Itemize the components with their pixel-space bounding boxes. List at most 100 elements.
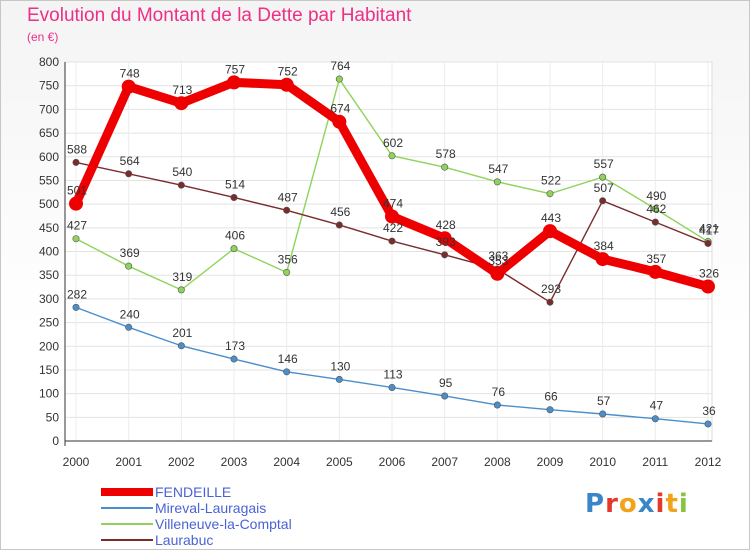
legend-label: FENDEILLE bbox=[155, 484, 232, 500]
data-label: 95 bbox=[439, 376, 453, 390]
data-point bbox=[230, 355, 238, 363]
data-label: 514 bbox=[225, 177, 245, 191]
data-point bbox=[72, 158, 80, 166]
y-tick-label: 450 bbox=[39, 221, 59, 235]
x-tick-label: 2003 bbox=[221, 455, 248, 469]
y-tick-label: 150 bbox=[39, 363, 59, 377]
data-point bbox=[490, 266, 505, 281]
data-point bbox=[704, 239, 712, 247]
data-label: 557 bbox=[594, 157, 614, 171]
logo-letter: r bbox=[605, 489, 619, 519]
data-point bbox=[177, 286, 185, 294]
data-label: 363 bbox=[488, 249, 508, 263]
legend-swatch bbox=[101, 488, 153, 496]
data-label: 764 bbox=[330, 59, 350, 73]
data-point bbox=[493, 401, 501, 409]
data-point bbox=[125, 262, 133, 270]
data-point bbox=[125, 170, 133, 178]
legend-swatch bbox=[101, 523, 153, 525]
data-label: 547 bbox=[488, 162, 508, 176]
x-tick-label: 2009 bbox=[537, 455, 564, 469]
data-point bbox=[385, 209, 399, 224]
y-tick-label: 750 bbox=[39, 79, 59, 93]
y-tick-label: 50 bbox=[46, 410, 60, 424]
x-tick-label: 2004 bbox=[273, 455, 300, 469]
data-label: 462 bbox=[646, 202, 666, 216]
data-point bbox=[125, 323, 133, 331]
y-tick-label: 700 bbox=[39, 102, 59, 116]
chart-subtitle: (en €) bbox=[27, 30, 59, 44]
data-label: 752 bbox=[278, 65, 298, 79]
data-label: 507 bbox=[594, 181, 614, 195]
data-point bbox=[121, 79, 136, 94]
data-point bbox=[437, 231, 452, 246]
logo-letter: t bbox=[665, 489, 679, 519]
data-point bbox=[651, 205, 659, 213]
chart-title: Evolution du Montant de la Dette par Hab… bbox=[27, 5, 412, 26]
x-tick-label: 2008 bbox=[484, 455, 511, 469]
data-label: 201 bbox=[172, 326, 192, 340]
y-tick-label: 0 bbox=[52, 434, 59, 448]
data-label: 578 bbox=[436, 147, 456, 161]
data-point bbox=[72, 235, 80, 243]
x-tick-label: 2006 bbox=[379, 455, 406, 469]
data-label: 602 bbox=[383, 136, 403, 150]
data-label: 713 bbox=[172, 83, 192, 97]
x-tick-label: 2001 bbox=[115, 455, 142, 469]
data-point bbox=[599, 197, 607, 205]
data-label: 173 bbox=[225, 339, 245, 353]
data-point bbox=[227, 75, 241, 90]
data-label: 353 bbox=[488, 254, 508, 268]
data-label: 427 bbox=[67, 219, 87, 233]
data-point bbox=[335, 375, 343, 383]
y-tick-label: 350 bbox=[39, 268, 59, 282]
data-label: 326 bbox=[699, 267, 719, 281]
data-point bbox=[493, 178, 501, 186]
logo-letter: x bbox=[637, 489, 656, 519]
data-label: 357 bbox=[646, 252, 666, 266]
data-point bbox=[546, 190, 554, 198]
data-label: 36 bbox=[702, 404, 716, 418]
y-tick-label: 500 bbox=[39, 197, 59, 211]
data-label: 293 bbox=[541, 282, 561, 296]
data-label: 319 bbox=[172, 270, 192, 284]
data-point bbox=[177, 342, 185, 350]
data-point bbox=[72, 303, 80, 311]
y-tick-label: 200 bbox=[39, 339, 59, 353]
data-point bbox=[599, 173, 607, 181]
data-label: 674 bbox=[330, 102, 350, 116]
data-point bbox=[441, 163, 449, 171]
y-tick-label: 300 bbox=[39, 292, 59, 306]
data-point bbox=[174, 96, 189, 111]
data-point bbox=[546, 298, 554, 306]
data-label: 369 bbox=[120, 246, 140, 260]
data-point bbox=[388, 152, 396, 160]
y-tick-label: 600 bbox=[39, 150, 59, 164]
data-point bbox=[648, 264, 663, 279]
data-point bbox=[230, 193, 238, 201]
data-label: 57 bbox=[597, 394, 611, 408]
data-label: 282 bbox=[67, 287, 87, 301]
x-tick-label: 2012 bbox=[695, 455, 722, 469]
data-point bbox=[335, 221, 343, 229]
data-label: 76 bbox=[492, 385, 506, 399]
y-tick-label: 650 bbox=[39, 126, 59, 140]
data-point bbox=[69, 196, 83, 211]
proxiti-logo: Proxiti bbox=[585, 489, 689, 519]
y-tick-label: 550 bbox=[39, 173, 59, 187]
data-label: 487 bbox=[278, 190, 298, 204]
data-point bbox=[651, 218, 659, 226]
data-point bbox=[335, 75, 343, 83]
data-label: 47 bbox=[650, 399, 664, 413]
y-tick-label: 250 bbox=[39, 316, 59, 330]
data-point bbox=[701, 279, 715, 294]
data-label: 240 bbox=[120, 307, 140, 321]
data-label: 748 bbox=[120, 67, 140, 81]
legend-swatch bbox=[101, 539, 153, 541]
x-tick-label: 2005 bbox=[326, 455, 353, 469]
data-label: 421 bbox=[699, 222, 719, 236]
logo-letter: i bbox=[655, 489, 666, 519]
x-tick-label: 2010 bbox=[589, 455, 616, 469]
data-label: 456 bbox=[330, 205, 350, 219]
